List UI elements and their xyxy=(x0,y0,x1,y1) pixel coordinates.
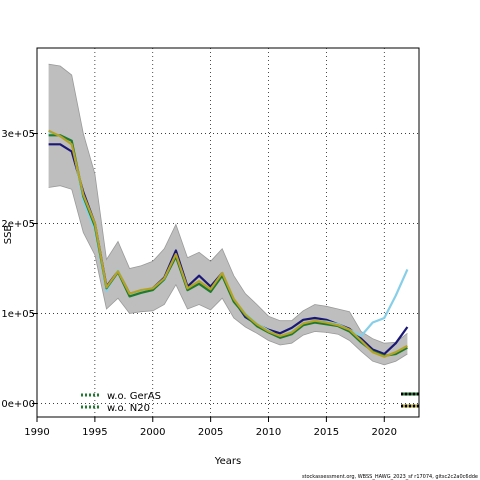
y-tick-label: 2e+05 xyxy=(1,219,35,230)
footer-credit: stockassessment.org, WBSS_HAWG_2023_sf r… xyxy=(302,474,478,480)
legend: w.o. GerAS w.o. N20 xyxy=(81,391,161,414)
x-tick-label: 1995 xyxy=(82,427,107,438)
x-tick-label: 1990 xyxy=(24,427,49,438)
x-tick-label: 2020 xyxy=(372,427,397,438)
x-tick-label: 2015 xyxy=(314,427,339,438)
y-tick-label: 3e+05 xyxy=(1,129,35,140)
legend-label-2: w.o. N20 xyxy=(107,403,150,414)
band-upper-edge xyxy=(48,63,408,344)
series-lines xyxy=(48,129,409,358)
band-lower-edge xyxy=(48,185,408,366)
x-tick-label: 2005 xyxy=(198,427,223,438)
y-tick-label: 0e+00 xyxy=(1,399,35,410)
legend-entry-2: w.o. N20 xyxy=(81,403,150,414)
x-axis: 1990 1995 2000 2005 2010 2015 2020 xyxy=(24,417,397,438)
y-axis: 0e+00 1e+05 2e+05 3e+05 xyxy=(1,129,37,410)
plot-frame xyxy=(36,47,420,418)
x-tick-label: 2010 xyxy=(256,427,281,438)
legend-label-1: w.o. GerAS xyxy=(107,391,161,402)
x-tick-label: 2000 xyxy=(140,427,165,438)
legend-entry-1: w.o. GerAS xyxy=(81,391,161,402)
y-tick-label: 1e+05 xyxy=(1,309,35,320)
end-markers xyxy=(401,392,419,408)
series-line-4 xyxy=(48,129,408,358)
confidence-band xyxy=(48,64,408,365)
x-axis-title: Years xyxy=(214,456,241,467)
confidence-band-edges xyxy=(48,63,408,366)
y-axis-title: SSB xyxy=(3,225,14,245)
